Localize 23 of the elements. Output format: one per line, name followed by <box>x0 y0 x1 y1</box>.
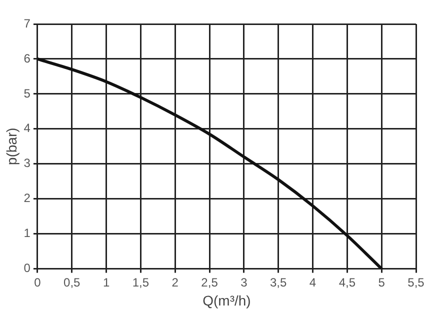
y-tick-label: 7 <box>24 16 31 30</box>
x-tick-label: 0 <box>34 275 42 290</box>
x-tick-label: 0,5 <box>64 275 81 290</box>
y-tick-label: 5 <box>24 86 31 100</box>
y-tick-label: 0 <box>24 261 31 276</box>
x-tick-label: 4 <box>309 275 316 290</box>
x-axis-title: Q(m³/h) <box>202 292 251 308</box>
x-tick-label: 1,5 <box>132 275 150 290</box>
x-tick-label: 3,5 <box>270 275 288 290</box>
x-tick-label: 2,5 <box>201 275 218 290</box>
y-tick-label: 3 <box>24 156 31 170</box>
x-tick-label: 5 <box>378 275 386 290</box>
y-tick-label: 1 <box>24 226 31 240</box>
x-tick-label: 2 <box>172 275 179 290</box>
x-tick-label: 4,5 <box>338 275 356 290</box>
y-axis-title: p(bar) <box>3 128 20 166</box>
x-tick-label: 3 <box>240 275 248 290</box>
x-tick-label: 5,5 <box>408 275 425 290</box>
y-tick-label: 6 <box>24 51 31 66</box>
y-tick-label: 2 <box>24 191 31 206</box>
y-tick-label: 4 <box>24 121 31 136</box>
x-tick-label: 1 <box>102 275 110 290</box>
line-series <box>37 57 384 269</box>
